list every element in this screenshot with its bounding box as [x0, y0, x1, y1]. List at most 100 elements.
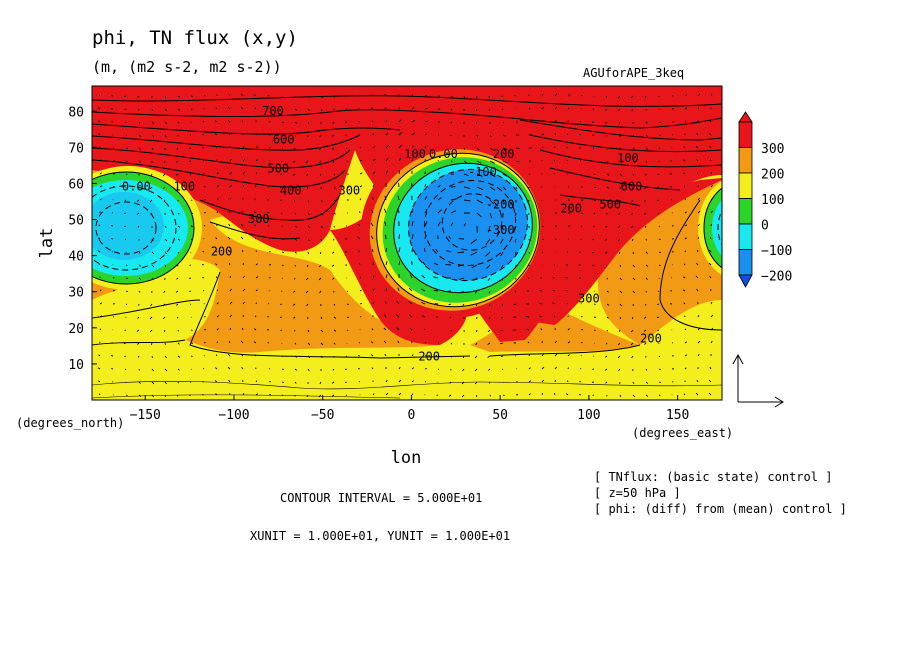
flux-vector — [125, 264, 128, 267]
flux-vector — [618, 368, 621, 372]
flux-vector — [242, 314, 244, 318]
contour-line — [659, 199, 722, 331]
flux-vector — [332, 121, 335, 124]
flux-vector — [241, 119, 244, 123]
flux-vector — [202, 276, 205, 279]
flux-vector — [632, 381, 635, 385]
flux-vector — [175, 173, 179, 176]
flux-vector — [229, 184, 233, 188]
flux-vector — [398, 144, 402, 149]
contour-label: 700 — [262, 104, 284, 118]
flux-vector — [151, 134, 155, 138]
flux-vector — [229, 197, 232, 201]
flux-vector — [437, 209, 442, 214]
flux-vector — [617, 238, 621, 242]
flux-vector — [515, 186, 518, 190]
flux-vector — [697, 327, 701, 331]
flux-vector — [645, 394, 649, 397]
flux-vector — [708, 379, 712, 383]
flux-vector — [632, 251, 634, 255]
flux-vector — [372, 184, 375, 188]
flux-vector — [125, 147, 128, 150]
flux-vector — [486, 264, 491, 269]
contour-line — [189, 271, 471, 359]
flux-vector — [541, 119, 545, 123]
flux-vector — [318, 147, 322, 151]
flux-vector — [448, 235, 452, 240]
colorbar-label: 200 — [761, 167, 784, 182]
flux-vector — [214, 367, 218, 370]
flux-vector — [331, 147, 335, 150]
flux-vector — [591, 251, 595, 254]
flux-vector — [163, 160, 166, 164]
flux-vector — [345, 394, 348, 396]
flux-vector — [346, 329, 349, 331]
flux-vector — [125, 394, 128, 397]
flux-vector — [500, 225, 504, 232]
flux-vector — [424, 354, 427, 357]
flux-vector — [253, 94, 257, 97]
flux-vector — [281, 277, 283, 279]
flux-vector — [253, 341, 257, 344]
flux-vector — [255, 393, 259, 396]
flux-vector — [162, 303, 166, 307]
flux-vector — [358, 95, 361, 97]
flux-vector — [254, 107, 257, 110]
flux-vector — [578, 393, 582, 396]
flux-vector — [485, 238, 491, 245]
flux-vector — [683, 172, 686, 175]
flux-vector — [500, 251, 504, 257]
flux-vector — [502, 199, 505, 204]
flux-vector — [202, 121, 205, 123]
flux-vector — [372, 171, 376, 175]
flux-vector — [463, 147, 466, 150]
flux-vector — [151, 368, 154, 372]
flux-vector — [344, 368, 348, 370]
flux-vector — [528, 380, 532, 383]
flux-vector — [136, 329, 140, 332]
flux-vector — [333, 316, 337, 319]
flux-vector — [99, 328, 102, 331]
flux-vector — [398, 379, 402, 383]
flux-vector — [411, 354, 414, 357]
flux-vector — [307, 225, 311, 229]
flux-vector — [137, 355, 140, 358]
contour-line — [441, 193, 503, 251]
flux-vector — [502, 186, 507, 191]
flux-vector — [202, 160, 205, 162]
flux-vector — [372, 393, 375, 396]
flux-vector — [294, 251, 297, 254]
flux-vector — [643, 316, 647, 319]
flux-vector — [710, 210, 713, 214]
flux-vector — [398, 260, 401, 266]
flux-vector — [240, 223, 244, 227]
flux-vector — [229, 275, 231, 279]
flux-vector — [470, 251, 478, 256]
flux-vector — [255, 380, 258, 383]
flux-vector — [710, 223, 712, 227]
flux-vector — [618, 212, 621, 216]
flux-vector — [697, 106, 700, 110]
flux-vector — [514, 290, 517, 293]
flux-vector — [433, 262, 439, 266]
flux-vector — [331, 381, 335, 384]
flux-vector — [98, 380, 101, 383]
flux-vector — [149, 316, 153, 320]
colorbar-segment — [738, 172, 753, 199]
flux-vector — [372, 288, 375, 292]
flux-vector — [567, 94, 571, 97]
flux-vector — [344, 381, 348, 383]
flux-vector — [710, 171, 712, 175]
flux-vector — [214, 380, 218, 383]
flux-vector — [515, 173, 519, 176]
flux-vector — [528, 354, 530, 357]
flux-vector — [99, 172, 103, 175]
meta-line-1: [ TNflux: (basic state) control ] — [594, 470, 832, 484]
flux-vector — [697, 210, 701, 214]
flux-vector — [358, 121, 361, 123]
flux-vector — [137, 316, 140, 319]
flux-vector — [424, 234, 427, 240]
flux-vector — [461, 381, 465, 385]
flux-vector — [657, 212, 660, 215]
